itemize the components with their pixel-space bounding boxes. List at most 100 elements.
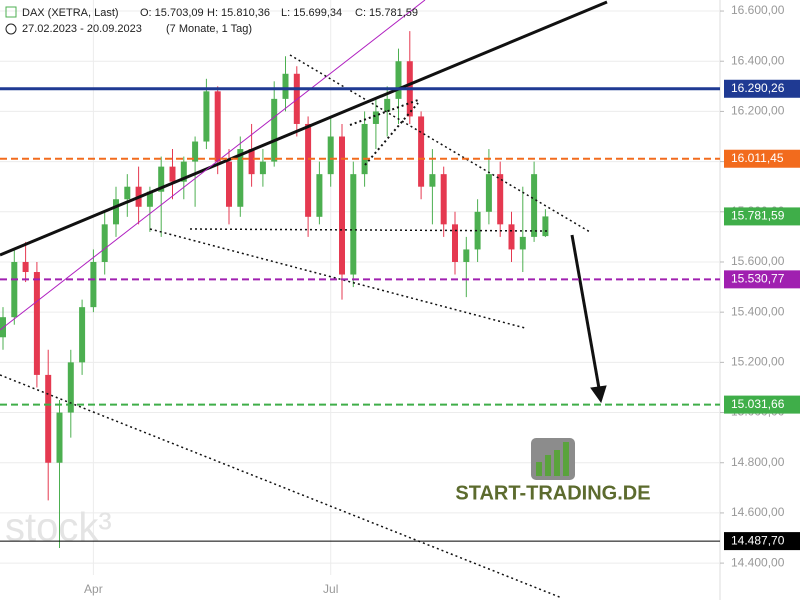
candle-body — [113, 199, 119, 225]
level-label-box — [724, 532, 800, 551]
candle-body — [429, 174, 436, 187]
drawings — [0, 0, 608, 599]
candle-body — [452, 224, 458, 262]
candle-body — [146, 191, 153, 207]
candle-body — [237, 149, 244, 207]
candle-body — [180, 161, 187, 182]
grid: 14.400,0014.600,0014.800,0015.000,0015.2… — [0, 0, 785, 596]
arrow — [570, 234, 602, 395]
level-label-box — [724, 395, 800, 414]
level-label: 16.011,45 — [731, 151, 784, 165]
y-tick-label: 16.400,00 — [731, 53, 785, 67]
candle-body — [33, 272, 40, 375]
x-tick-label: Apr — [84, 582, 103, 596]
trend-line — [289, 54, 591, 233]
candle-body — [248, 149, 255, 175]
candle-body — [90, 261, 97, 308]
candle-body — [531, 174, 538, 237]
axis-panel — [720, 0, 800, 600]
logo-bar — [536, 462, 542, 476]
level-label: 15.031,66 — [731, 397, 785, 411]
y-tick-label: 15.200,00 — [731, 355, 785, 369]
candles — [0, 31, 549, 549]
candle-body — [124, 186, 131, 200]
candle-body — [203, 91, 210, 142]
candle-body — [259, 161, 266, 175]
watermark: stock³ — [5, 506, 112, 550]
level-label-box — [724, 270, 800, 289]
trend-line — [0, 374, 563, 599]
header-range: 27.02.2023 - 20.09.2023 — [22, 23, 142, 35]
candle-body — [158, 166, 165, 192]
candle-body — [226, 161, 232, 207]
header-close: C: 15.781,59 — [355, 7, 418, 19]
candle-body — [497, 174, 504, 225]
candle-body — [519, 236, 526, 250]
candle-body — [440, 174, 447, 225]
candle-body — [101, 224, 108, 262]
candle-icon — [5, 6, 17, 18]
arrow-head — [590, 385, 607, 404]
y-tick-label: 14.800,00 — [731, 455, 785, 469]
candle-body — [327, 136, 334, 175]
candle-body — [45, 374, 52, 463]
level-label-box — [724, 149, 800, 168]
wedge-line — [349, 99, 419, 126]
trend-line — [0, 0, 608, 257]
candle-body — [192, 141, 199, 162]
candle-body — [293, 73, 300, 124]
candle-body — [463, 249, 470, 262]
header-low: L: 15.699,34 — [281, 7, 342, 19]
header-title: DAX (XETRA, Last) — [22, 7, 119, 19]
logo: START-TRADING.DE — [455, 438, 651, 504]
y-tick-label: 16.200,00 — [731, 104, 785, 118]
candle-body — [214, 91, 221, 162]
candle-body — [350, 174, 357, 275]
level-label: 15.781,59 — [731, 209, 785, 223]
trend-line — [189, 228, 549, 232]
candle-body — [395, 61, 402, 99]
logo-bar — [563, 442, 569, 476]
candle-body — [316, 174, 323, 217]
logo-bar — [545, 455, 551, 476]
trend-line — [0, 0, 426, 331]
level-label-box — [724, 79, 800, 98]
candle-body — [485, 174, 492, 212]
candle-body — [282, 73, 289, 99]
header-high: H: 15.810,36 — [207, 7, 270, 19]
level-label: 14.487,70 — [731, 533, 785, 547]
y-tick-label: 14.600,00 — [731, 505, 785, 519]
y-tick-label: 15.600,00 — [731, 254, 785, 268]
level-label: 16.290,26 — [731, 81, 785, 95]
levels: 16.290,26 16.011,45 15.781,59 15.530,77 15.0… — [0, 79, 800, 551]
logo-bar — [554, 450, 560, 476]
header-open: O: 15.703,09 — [140, 7, 204, 19]
candle-body — [67, 362, 74, 413]
candle-body — [169, 166, 176, 182]
candle-body — [542, 216, 549, 237]
candle-body — [22, 261, 29, 273]
header-duration: (7 Monate, 1 Tag) — [166, 23, 252, 35]
candle-body — [11, 261, 18, 318]
candle-body — [474, 211, 481, 250]
y-tick-label: 16.600,00 — [731, 3, 785, 17]
level-label: 15.530,77 — [731, 272, 785, 286]
header: DAX (XETRA, Last) O: 15.703,09 H: 15.810… — [5, 6, 418, 35]
clock-icon — [5, 23, 17, 35]
wedge-line — [364, 102, 419, 166]
candle-body — [79, 307, 86, 363]
candle-body — [361, 123, 368, 175]
candle-body — [384, 98, 391, 112]
candle-body — [508, 224, 515, 250]
candle-body — [305, 123, 312, 217]
candle-body — [372, 111, 379, 124]
candle-body — [339, 136, 345, 275]
candle-body — [56, 412, 63, 463]
y-tick-label: 14.400,00 — [731, 555, 785, 569]
candle-body — [271, 98, 278, 162]
logo-text: START-TRADING.DE — [455, 482, 650, 504]
x-tick-label: Jul — [323, 582, 338, 596]
y-tick-label: 15.400,00 — [731, 304, 785, 318]
candle-body — [418, 116, 425, 187]
